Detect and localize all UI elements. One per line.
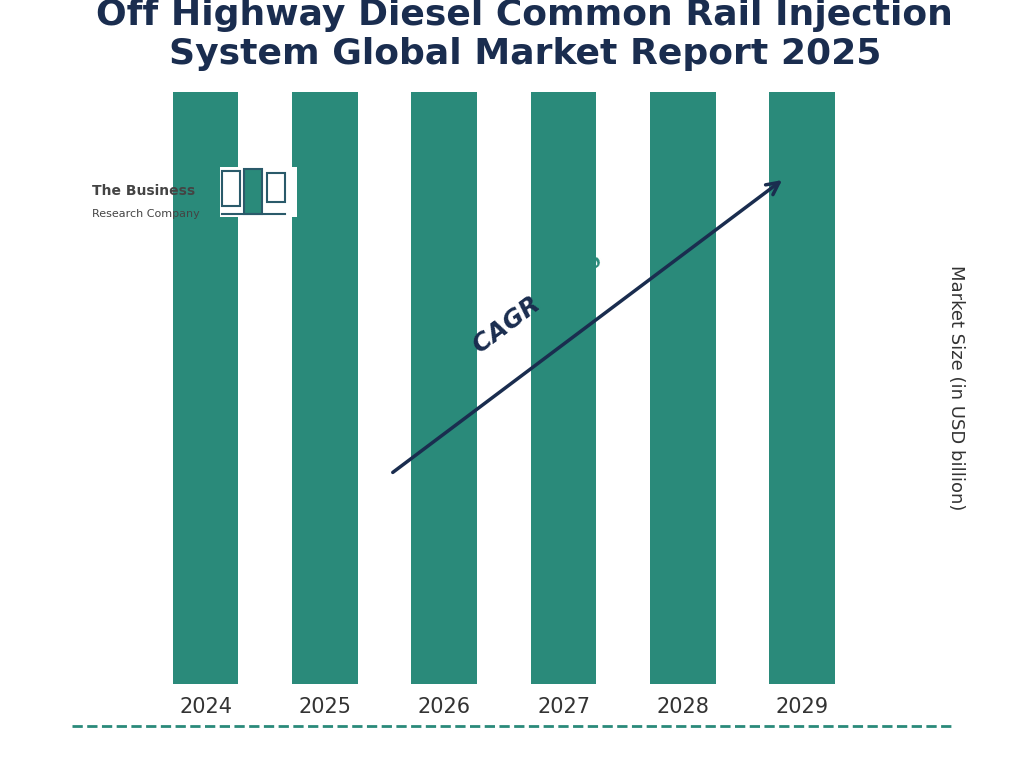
Bar: [292, 0, 357, 684]
Y-axis label: Market Size (in USD billion): Market Size (in USD billion): [946, 265, 965, 511]
Bar: [769, 0, 836, 684]
Bar: [245, 169, 262, 214]
Bar: [530, 0, 596, 684]
Bar: [412, 0, 477, 684]
Bar: [173, 0, 239, 684]
Text: Research Company: Research Company: [92, 209, 200, 219]
Text: The Business: The Business: [92, 184, 196, 198]
Bar: [267, 173, 285, 202]
Text: 6.1%: 6.1%: [538, 246, 607, 306]
Bar: [650, 0, 716, 684]
Text: CAGR: CAGR: [468, 287, 552, 359]
Bar: [222, 170, 240, 206]
Title: Off Highway Diesel Common Rail Injection
System Global Market Report 2025: Off Highway Diesel Common Rail Injection…: [96, 0, 953, 71]
